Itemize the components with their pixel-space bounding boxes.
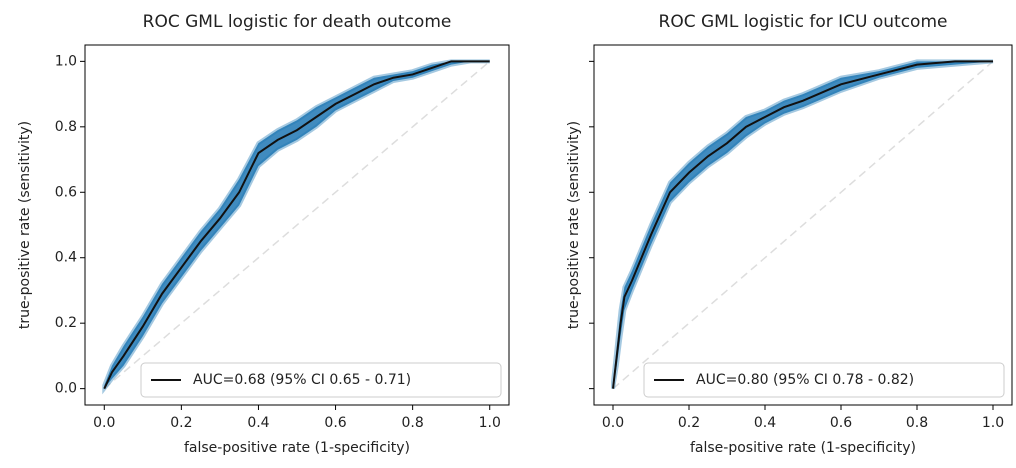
axes-frame bbox=[593, 44, 1013, 406]
legend-label: AUC=0.80 (95% CI 0.78 - 0.82) bbox=[696, 372, 914, 388]
legend-label: AUC=0.68 (95% CI 0.65 - 0.71) bbox=[193, 372, 411, 388]
y-tick-label: 0.8 bbox=[55, 119, 77, 135]
roc-line bbox=[612, 60, 993, 389]
y-tick-label: 1.0 bbox=[55, 53, 77, 69]
y-axis-label: true-positive rate (sensitivity) bbox=[566, 121, 582, 329]
y-tick-label: 0.0 bbox=[55, 381, 77, 397]
x-axis-label: false-positive rate (1-specificity) bbox=[184, 440, 410, 456]
x-tick-label: 0.4 bbox=[247, 415, 269, 431]
reference-diagonal bbox=[103, 60, 491, 390]
x-tick-label: 0.0 bbox=[93, 415, 115, 431]
y-tick-label: 0.2 bbox=[55, 315, 77, 331]
x-tick-label: 0.8 bbox=[906, 415, 928, 431]
x-tick-label: 0.0 bbox=[602, 415, 624, 431]
x-tick-label: 1.0 bbox=[982, 415, 1004, 431]
legend-box bbox=[643, 362, 1005, 398]
y-axis-label: true-positive rate (sensitivity) bbox=[17, 121, 33, 329]
x-tick-label: 0.2 bbox=[678, 415, 700, 431]
x-tick-label: 1.0 bbox=[479, 415, 501, 431]
y-tick-label: 0.6 bbox=[55, 184, 77, 200]
y-tick-label: 0.4 bbox=[55, 250, 77, 266]
reference-diagonal bbox=[612, 60, 994, 390]
confidence-band bbox=[611, 59, 994, 389]
axes-frame bbox=[84, 44, 510, 406]
legend-box bbox=[140, 362, 502, 398]
chart-title: ROC GML logistic for ICU outcome bbox=[659, 12, 948, 32]
roc-line bbox=[103, 60, 490, 390]
chart-title: ROC GML logistic for death outcome bbox=[143, 12, 452, 32]
x-tick-label: 0.6 bbox=[830, 415, 852, 431]
x-axis-label: false-positive rate (1-specificity) bbox=[690, 440, 916, 456]
x-tick-label: 0.6 bbox=[324, 415, 346, 431]
x-tick-label: 0.4 bbox=[754, 415, 776, 431]
x-tick-label: 0.8 bbox=[402, 415, 424, 431]
x-tick-label: 0.2 bbox=[170, 415, 192, 431]
chart: ROC GML logistic for death outcome 0.0 0.2… bbox=[17, 12, 510, 456]
chart: ROC GML logistic for ICU outcome 0.0 0.2 0.… bbox=[566, 12, 1013, 456]
